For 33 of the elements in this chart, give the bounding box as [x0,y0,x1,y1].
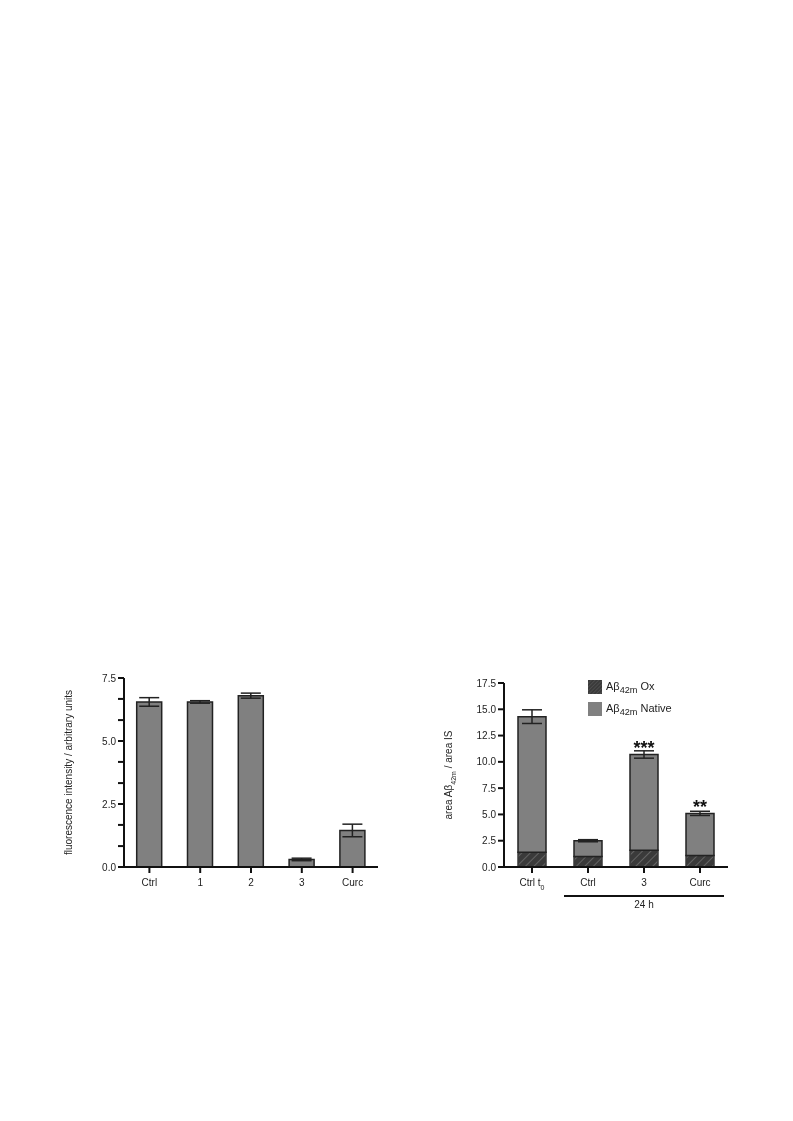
y-tick-label: 5.0 [482,808,497,820]
bar [629,753,659,851]
legend-label: Aβ$_{42m}$ Native [606,702,672,718]
x-tick-label: 1 [197,877,204,888]
annotation: *** [633,737,655,758]
x-tick-label: Ctrl [141,877,158,888]
x-tick-label: 3 [641,877,648,888]
y-tick-label: 0.0 [482,861,497,873]
y-tick-label: 5.0 [102,735,117,747]
x-tick-label: 2 [248,877,255,888]
text: 24 h [633,898,655,910]
y-tick-label: 0.0 [102,861,117,873]
y-tick-label: 2.5 [102,798,117,810]
y-tick-label: 17.5 [476,677,497,689]
bar [186,701,214,867]
y-tick-label: 15.0 [476,703,497,715]
x-tick-label: 3 [299,877,306,888]
y-axis-title: fluorescence intensity / arbitrary units [63,689,74,856]
x-tick-label: Curc [689,877,711,888]
y-tick-label: 12.5 [476,730,497,742]
y-tick-label: 2.5 [482,835,497,847]
x-tick-label: Curc [342,877,364,888]
y-tick-label: 7.5 [482,782,497,794]
bar [237,694,265,867]
x-tick-label: Ctrl t$_{0}$ [519,877,545,891]
bar [573,839,603,858]
bar [135,701,163,867]
y-tick-label: 10.0 [476,756,497,768]
y-tick-label: 7.5 [102,672,117,684]
legend-label: Aβ$_{42m}$ Ox [606,680,655,696]
annotation: ** [692,797,708,818]
bar [685,812,715,857]
x-tick-label: Ctrl [580,877,596,888]
